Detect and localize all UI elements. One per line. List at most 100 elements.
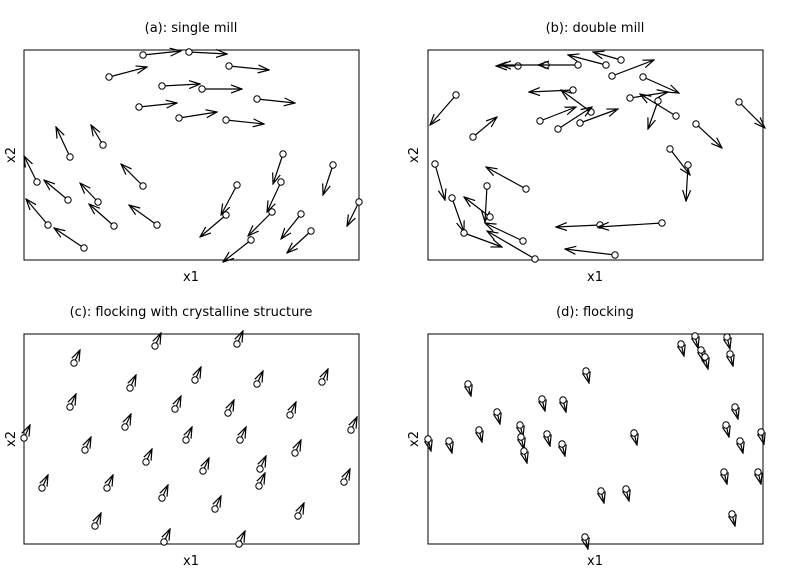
panel-b-plot-box bbox=[427, 49, 764, 261]
agent-point bbox=[757, 428, 765, 436]
panel-d-y-label: x2 bbox=[407, 431, 422, 447]
agent-point bbox=[483, 182, 491, 190]
velocity-arrow bbox=[669, 148, 690, 175]
velocity-arrow bbox=[225, 120, 264, 124]
agent-point bbox=[464, 380, 472, 388]
agent-point bbox=[520, 447, 528, 455]
agent-point bbox=[517, 433, 525, 441]
agent-point bbox=[151, 342, 159, 350]
velocity-arrow bbox=[89, 204, 115, 227]
agent-point bbox=[608, 72, 616, 80]
velocity-arrow bbox=[347, 201, 360, 226]
velocity-arrow bbox=[228, 66, 269, 70]
panel-b-y-label: x2 bbox=[407, 147, 422, 163]
agent-point bbox=[268, 208, 276, 216]
agent-point bbox=[44, 221, 52, 229]
panel-a-y-label: x2 bbox=[4, 147, 19, 163]
agent-point bbox=[493, 408, 501, 416]
velocity-arrow bbox=[138, 103, 177, 107]
panel-a-x-label: x1 bbox=[183, 270, 199, 285]
velocity-arrow bbox=[579, 109, 618, 124]
agent-point bbox=[80, 244, 88, 252]
velocity-arrow bbox=[463, 232, 502, 247]
agent-point bbox=[726, 350, 734, 358]
velocity-arrow bbox=[91, 125, 104, 146]
agent-point bbox=[514, 62, 522, 70]
agent-point bbox=[666, 145, 674, 153]
velocity-arrow bbox=[129, 205, 158, 226]
agent-point bbox=[754, 468, 762, 476]
velocity-arrow bbox=[451, 197, 464, 232]
panel-d-plot-box bbox=[427, 333, 764, 545]
agent-point bbox=[222, 116, 230, 124]
agent-point bbox=[519, 237, 527, 245]
agent-point bbox=[225, 62, 233, 70]
agent-point bbox=[233, 340, 241, 348]
agent-point bbox=[81, 446, 89, 454]
velocity-arrow bbox=[565, 249, 616, 256]
agent-point bbox=[286, 411, 294, 419]
agent-point bbox=[291, 449, 299, 457]
velocity-arrow bbox=[178, 112, 217, 119]
agent-point bbox=[70, 359, 78, 367]
agent-point bbox=[182, 436, 190, 444]
velocity-arrow bbox=[223, 239, 252, 262]
agent-point bbox=[91, 522, 99, 530]
agent-point bbox=[697, 346, 705, 354]
velocity-arrow bbox=[200, 214, 227, 237]
panel-c-vectors bbox=[20, 331, 357, 548]
agent-point bbox=[720, 468, 728, 476]
agent-point bbox=[38, 484, 46, 492]
agent-point bbox=[654, 97, 662, 105]
agent-point bbox=[569, 86, 577, 94]
agent-point bbox=[558, 440, 566, 448]
agent-point bbox=[66, 403, 74, 411]
agent-point bbox=[340, 478, 348, 486]
agent-point bbox=[139, 51, 147, 59]
agent-point bbox=[736, 437, 744, 445]
panel-d-vectors bbox=[425, 332, 765, 549]
panel-a: (a): single mill x1 x2 bbox=[4, 21, 363, 285]
velocity-arrow bbox=[561, 90, 592, 113]
velocity-arrow bbox=[273, 153, 284, 184]
velocity-arrow bbox=[539, 107, 576, 122]
panel-a-title: (a): single mill bbox=[145, 21, 238, 36]
agent-point bbox=[198, 85, 206, 93]
agent-point bbox=[329, 161, 337, 169]
agent-point bbox=[538, 395, 546, 403]
agent-point bbox=[611, 251, 619, 259]
panel-b: (b): double mill x1 x2 bbox=[407, 21, 765, 285]
agent-point bbox=[236, 436, 244, 444]
agent-point bbox=[297, 210, 305, 218]
agent-point bbox=[142, 458, 150, 466]
agent-point bbox=[448, 194, 456, 202]
agent-point bbox=[99, 141, 107, 149]
agent-point bbox=[307, 227, 315, 235]
velocity-arrow bbox=[568, 55, 607, 66]
agent-point bbox=[543, 430, 551, 438]
velocity-arrow bbox=[695, 123, 722, 148]
agent-point bbox=[158, 494, 166, 502]
velocity-arrow bbox=[221, 184, 238, 215]
agent-point bbox=[103, 484, 111, 492]
velocity-arrow bbox=[640, 94, 677, 117]
agent-point bbox=[554, 125, 562, 133]
agent-point bbox=[582, 367, 590, 375]
panel-c-title: (c): flocking with crystalline structure bbox=[70, 305, 313, 320]
agent-point bbox=[576, 119, 584, 127]
agent-point bbox=[622, 485, 630, 493]
agent-point bbox=[175, 114, 183, 122]
agent-point bbox=[235, 540, 243, 548]
velocity-arrow bbox=[281, 213, 302, 239]
velocity-arrow bbox=[267, 181, 282, 212]
panel-c: (c): flocking with crystalline structure… bbox=[4, 305, 360, 569]
velocity-arrow bbox=[738, 101, 765, 128]
velocity-arrow bbox=[108, 67, 147, 78]
agent-point bbox=[158, 82, 166, 90]
panel-d: (d): flocking x1 x2 bbox=[407, 305, 764, 569]
agent-point bbox=[253, 95, 261, 103]
agent-point bbox=[211, 505, 219, 513]
velocity-arrow bbox=[487, 231, 536, 260]
velocity-arrow bbox=[54, 228, 85, 249]
agent-point bbox=[531, 255, 539, 263]
